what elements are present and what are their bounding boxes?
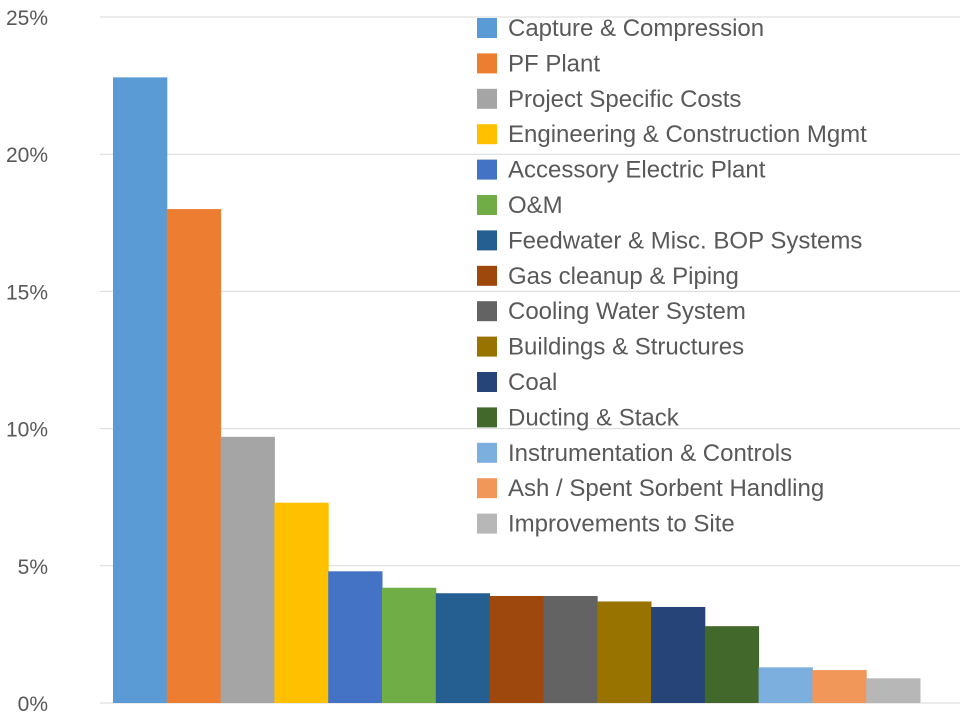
y-tick-label: 0% (18, 693, 48, 716)
y-tick-label: 25% (6, 7, 48, 30)
y-axis-ticks: 0% 5% 10% 15% 20% 25% (6, 7, 48, 716)
legend-swatch (477, 195, 497, 215)
bar (435, 593, 491, 703)
legend-item: Instrumentation & Controls (477, 440, 792, 467)
legend-label: Coal (508, 369, 557, 396)
bars (113, 77, 921, 704)
legend-swatch (477, 513, 497, 534)
bar (166, 209, 222, 703)
legend-swatch (477, 372, 497, 392)
legend-label: Improvements to Site (508, 511, 735, 538)
legend-label: Gas cleanup & Piping (508, 263, 739, 290)
legend-label: Ducting & Stack (508, 404, 680, 431)
legend-swatch (477, 159, 497, 180)
legend-swatch (477, 124, 497, 145)
legend-item: Capture & Compression (477, 15, 764, 42)
legend-swatch (477, 265, 497, 286)
legend-label: PF Plant (508, 50, 600, 77)
bar (758, 667, 813, 703)
bar (704, 626, 760, 703)
y-tick-label: 15% (6, 281, 48, 304)
legend-swatch (477, 336, 497, 357)
legend-swatch (477, 442, 497, 463)
legend-label: Buildings & Structures (508, 334, 744, 361)
legend-label: Accessory Electric Plant (508, 157, 766, 184)
legend-item: Buildings & Structures (477, 334, 744, 361)
y-tick-label: 5% (18, 556, 48, 579)
legend-item: Feedwater & Misc. BOP Systems (477, 227, 862, 254)
legend-item: Cooling Water System (477, 298, 746, 325)
legend-item: Ducting & Stack (477, 404, 680, 431)
bar (274, 502, 329, 703)
legend-label: Instrumentation & Controls (508, 440, 792, 467)
legend-swatch (477, 230, 497, 251)
bar (597, 601, 652, 703)
bar (220, 436, 275, 703)
bar (489, 595, 544, 703)
legend-label: Ash / Spent Sorbent Handling (508, 475, 824, 502)
bar (866, 678, 921, 703)
legend-label: Capture & Compression (508, 15, 764, 42)
bar (382, 587, 437, 703)
bar (651, 606, 706, 703)
legend-label: Engineering & Construction Mgmt (508, 121, 867, 148)
bar (543, 595, 598, 703)
legend-item: O&M (477, 192, 563, 219)
bar (812, 670, 867, 703)
legend-item: Improvements to Site (477, 511, 735, 538)
legend-item: Engineering & Construction Mgmt (477, 121, 867, 148)
legend-label: O&M (508, 192, 563, 219)
legend-item: Coal (477, 369, 557, 396)
bar (113, 77, 168, 704)
y-tick-label: 10% (6, 419, 48, 442)
legend-item: Ash / Spent Sorbent Handling (477, 475, 824, 502)
y-tick-label: 20% (6, 144, 48, 167)
legend-swatch (477, 478, 497, 499)
legend-swatch (477, 88, 497, 109)
legend-swatch (477, 18, 497, 38)
legend-swatch (477, 53, 497, 74)
legend-label: Feedwater & Misc. BOP Systems (508, 227, 862, 254)
legend-item: Accessory Electric Plant (477, 157, 766, 184)
legend: Capture & Compression PF Plant Project Spe… (477, 15, 867, 538)
legend-swatch (477, 301, 497, 322)
legend-label: Project Specific Costs (508, 86, 741, 113)
legend-item: Gas cleanup & Piping (477, 263, 739, 290)
bar (328, 571, 383, 703)
legend-label: Cooling Water System (508, 298, 746, 325)
legend-item: Project Specific Costs (477, 86, 741, 113)
legend-item: PF Plant (477, 50, 600, 77)
legend-swatch (477, 407, 497, 428)
